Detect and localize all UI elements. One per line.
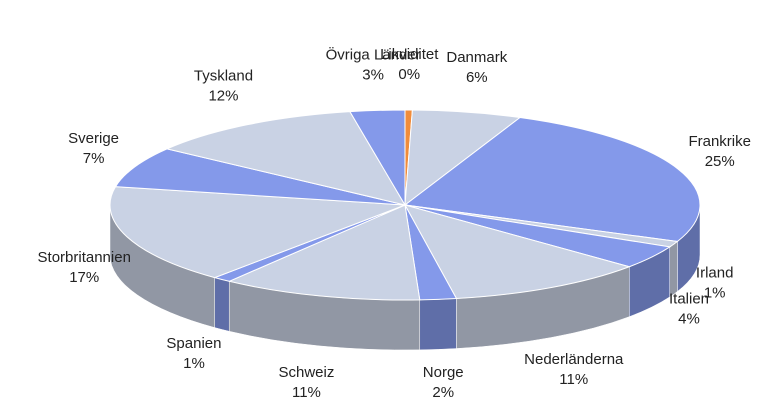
slice-label: Frankrike bbox=[688, 133, 751, 150]
slice-value-label: 4% bbox=[678, 310, 700, 327]
slice-value-label: 2% bbox=[432, 384, 454, 401]
slice-value-label: 17% bbox=[69, 269, 99, 286]
slice-value-label: 3% bbox=[362, 67, 384, 84]
slice-value-label: 11% bbox=[292, 384, 321, 401]
slice bbox=[114, 148, 406, 206]
slice bbox=[349, 109, 406, 207]
slice-side bbox=[214, 277, 230, 332]
slice-side bbox=[669, 240, 678, 298]
slice-value-label: 11% bbox=[559, 371, 588, 388]
slice-label: Tyskland bbox=[194, 68, 253, 85]
slice-label: Övriga Länder bbox=[326, 46, 421, 64]
slice-side bbox=[419, 298, 457, 351]
slice-label: Norge bbox=[423, 364, 464, 381]
slice-label: Danmark bbox=[446, 49, 507, 66]
slice bbox=[227, 204, 421, 301]
slice-value-label: 0% bbox=[398, 66, 420, 83]
slice-label: Schweiz bbox=[279, 364, 335, 381]
slice-value-label: 7% bbox=[83, 150, 105, 167]
slice bbox=[403, 116, 701, 243]
slice-value-label: 6% bbox=[466, 69, 488, 86]
slice-value-label: 1% bbox=[704, 284, 726, 301]
slice-label: Spanien bbox=[166, 335, 221, 352]
slice-label: Storbritannien bbox=[38, 249, 131, 266]
slice-value-label: 1% bbox=[183, 355, 205, 372]
slice bbox=[403, 204, 631, 300]
slice-label: Sverige bbox=[68, 130, 119, 147]
slice-value-label: 12% bbox=[208, 88, 238, 105]
slice-label: Nederländerna bbox=[524, 351, 624, 368]
slice-value-label: 25% bbox=[705, 153, 735, 170]
slice-label: Irland bbox=[696, 264, 734, 281]
slice bbox=[109, 186, 406, 279]
slice-label: Italien bbox=[669, 290, 709, 307]
slice bbox=[165, 111, 407, 206]
slice-label: Likviditet bbox=[380, 46, 439, 63]
